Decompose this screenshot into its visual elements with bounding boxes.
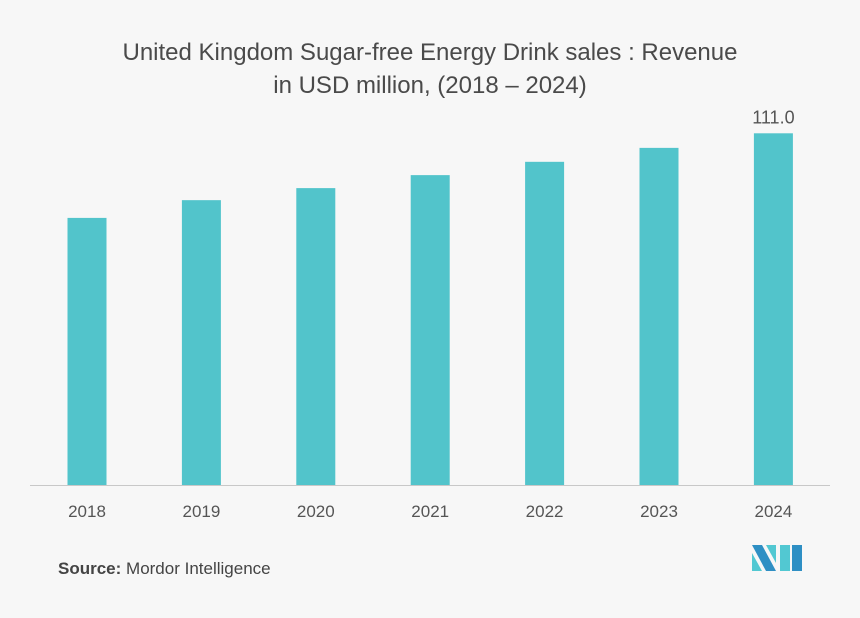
x-tick-label: 2021 xyxy=(411,502,449,521)
x-tick-label: 2023 xyxy=(640,502,678,521)
mordor-logo-icon xyxy=(752,545,802,571)
chart-title: United Kingdom Sugar-free Energy Drink s… xyxy=(0,36,860,102)
x-tick-label: 2022 xyxy=(526,502,564,521)
bar-2018 xyxy=(67,217,107,485)
bar-2021 xyxy=(410,175,450,485)
bar-2019 xyxy=(181,200,221,486)
x-tick-label: 2018 xyxy=(68,502,106,521)
x-tick-label: 2024 xyxy=(754,502,792,521)
source-text: Mordor Intelligence xyxy=(126,559,271,578)
bar-2022 xyxy=(525,161,565,485)
bar-2020 xyxy=(296,188,336,485)
x-tick-label: 2019 xyxy=(182,502,220,521)
bar-2024 xyxy=(753,133,793,486)
x-tick-label: 2020 xyxy=(297,502,335,521)
data-label: 111.0 xyxy=(752,107,794,127)
source-note: Source: Mordor Intelligence xyxy=(58,559,271,579)
bar-2023 xyxy=(639,147,679,486)
chart-title-line-2: in USD million, (2018 – 2024) xyxy=(273,72,587,99)
source-label: Source: xyxy=(58,559,122,578)
chart-title-line-1: United Kingdom Sugar-free Energy Drink s… xyxy=(122,39,738,66)
